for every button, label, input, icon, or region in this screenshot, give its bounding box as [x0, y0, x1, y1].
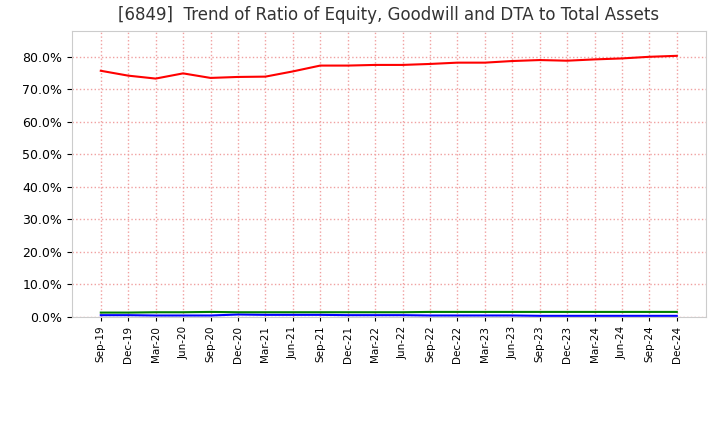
Goodwill — [124, 312, 132, 318]
Goodwill — [426, 313, 434, 318]
Goodwill — [398, 312, 407, 318]
Goodwill — [590, 313, 599, 319]
Equity — [124, 73, 132, 78]
Deferred Tax Assets — [618, 309, 626, 315]
Equity — [206, 75, 215, 81]
Goodwill — [343, 312, 352, 318]
Deferred Tax Assets — [590, 309, 599, 315]
Goodwill — [453, 313, 462, 318]
Title: [6849]  Trend of Ratio of Equity, Goodwill and DTA to Total Assets: [6849] Trend of Ratio of Equity, Goodwil… — [118, 6, 660, 24]
Goodwill — [206, 313, 215, 318]
Deferred Tax Assets — [343, 310, 352, 315]
Equity — [426, 61, 434, 66]
Goodwill — [151, 313, 160, 318]
Equity — [261, 74, 270, 79]
Goodwill — [179, 313, 187, 318]
Equity — [179, 71, 187, 76]
Deferred Tax Assets — [261, 310, 270, 315]
Deferred Tax Assets — [563, 309, 572, 315]
Equity — [151, 76, 160, 81]
Equity — [371, 62, 379, 68]
Equity — [480, 60, 489, 65]
Equity — [672, 53, 681, 59]
Equity — [289, 69, 297, 74]
Goodwill — [96, 312, 105, 318]
Deferred Tax Assets — [96, 310, 105, 315]
Goodwill — [645, 313, 654, 319]
Deferred Tax Assets — [672, 309, 681, 315]
Deferred Tax Assets — [536, 309, 544, 315]
Deferred Tax Assets — [398, 310, 407, 315]
Goodwill — [233, 312, 242, 317]
Deferred Tax Assets — [316, 310, 325, 315]
Equity — [508, 59, 516, 64]
Deferred Tax Assets — [371, 310, 379, 315]
Goodwill — [618, 313, 626, 319]
Line: Equity: Equity — [101, 56, 677, 79]
Deferred Tax Assets — [124, 310, 132, 315]
Equity — [618, 56, 626, 61]
Goodwill — [371, 312, 379, 318]
Equity — [645, 54, 654, 59]
Equity — [233, 74, 242, 80]
Equity — [398, 62, 407, 68]
Equity — [316, 63, 325, 68]
Deferred Tax Assets — [151, 310, 160, 315]
Goodwill — [316, 312, 325, 318]
Goodwill — [261, 312, 270, 318]
Deferred Tax Assets — [179, 310, 187, 315]
Equity — [96, 68, 105, 73]
Equity — [563, 58, 572, 63]
Deferred Tax Assets — [426, 309, 434, 315]
Deferred Tax Assets — [289, 310, 297, 315]
Goodwill — [672, 313, 681, 319]
Goodwill — [536, 313, 544, 319]
Goodwill — [508, 313, 516, 318]
Line: Goodwill: Goodwill — [101, 315, 677, 316]
Deferred Tax Assets — [645, 309, 654, 315]
Equity — [590, 57, 599, 62]
Deferred Tax Assets — [453, 309, 462, 315]
Deferred Tax Assets — [480, 309, 489, 315]
Goodwill — [480, 313, 489, 318]
Goodwill — [563, 313, 572, 319]
Equity — [536, 57, 544, 62]
Deferred Tax Assets — [233, 310, 242, 315]
Deferred Tax Assets — [508, 309, 516, 315]
Equity — [453, 60, 462, 65]
Deferred Tax Assets — [206, 309, 215, 315]
Equity — [343, 63, 352, 68]
Goodwill — [289, 312, 297, 318]
